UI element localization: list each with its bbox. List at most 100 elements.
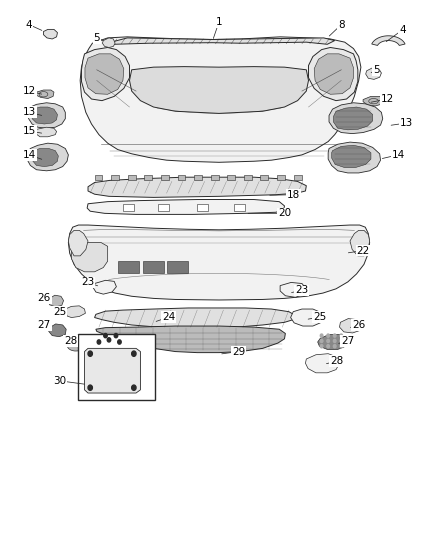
Text: 14: 14 — [392, 150, 405, 160]
Text: 5: 5 — [93, 33, 100, 43]
Polygon shape — [280, 282, 306, 297]
Polygon shape — [293, 175, 301, 180]
Text: 15: 15 — [22, 126, 36, 136]
Polygon shape — [277, 175, 285, 180]
Polygon shape — [333, 107, 373, 130]
Text: 26: 26 — [38, 293, 51, 303]
Polygon shape — [102, 38, 115, 47]
Circle shape — [132, 385, 136, 390]
Circle shape — [340, 340, 343, 343]
Circle shape — [327, 345, 329, 348]
Polygon shape — [36, 90, 54, 99]
Polygon shape — [211, 175, 219, 180]
Circle shape — [333, 340, 336, 343]
Polygon shape — [31, 149, 58, 166]
Bar — [234, 204, 245, 211]
Ellipse shape — [39, 92, 48, 97]
Text: 23: 23 — [295, 286, 309, 295]
Polygon shape — [329, 103, 383, 134]
Polygon shape — [177, 175, 185, 180]
Text: 5: 5 — [373, 65, 379, 75]
Polygon shape — [35, 127, 57, 137]
Text: 29: 29 — [232, 346, 245, 357]
Text: 26: 26 — [352, 320, 365, 330]
Polygon shape — [145, 175, 152, 180]
Bar — [78, 334, 155, 400]
Text: 27: 27 — [38, 320, 51, 330]
Text: 24: 24 — [162, 312, 175, 322]
Polygon shape — [81, 47, 130, 101]
Polygon shape — [95, 175, 102, 180]
Bar — [197, 204, 208, 211]
Polygon shape — [363, 96, 384, 106]
Circle shape — [340, 345, 343, 348]
Polygon shape — [128, 175, 136, 180]
Polygon shape — [161, 175, 169, 180]
Ellipse shape — [67, 340, 85, 351]
Text: 14: 14 — [22, 150, 36, 160]
Polygon shape — [68, 225, 370, 300]
Text: 13: 13 — [22, 107, 36, 117]
Polygon shape — [109, 38, 335, 44]
Polygon shape — [63, 306, 85, 318]
Polygon shape — [85, 54, 124, 94]
Polygon shape — [49, 324, 66, 337]
Circle shape — [132, 351, 136, 357]
Text: 20: 20 — [278, 208, 291, 219]
Bar — [123, 204, 134, 211]
Text: 28: 28 — [330, 356, 343, 366]
Polygon shape — [68, 230, 88, 256]
Polygon shape — [27, 143, 68, 171]
Text: 1: 1 — [215, 17, 223, 27]
Circle shape — [327, 334, 329, 337]
Polygon shape — [93, 280, 117, 294]
Polygon shape — [244, 175, 252, 180]
Text: 13: 13 — [400, 118, 413, 128]
Bar — [118, 261, 139, 273]
Bar — [158, 204, 169, 211]
Polygon shape — [85, 349, 141, 393]
Polygon shape — [372, 36, 405, 45]
Circle shape — [114, 334, 118, 338]
Text: 22: 22 — [357, 246, 370, 255]
Polygon shape — [305, 354, 339, 373]
Polygon shape — [130, 67, 308, 114]
Text: 4: 4 — [26, 20, 32, 30]
Polygon shape — [28, 103, 65, 128]
Polygon shape — [43, 29, 57, 39]
Polygon shape — [48, 295, 64, 307]
Text: 25: 25 — [53, 306, 66, 317]
Circle shape — [88, 385, 92, 390]
Polygon shape — [194, 175, 202, 180]
Polygon shape — [96, 326, 286, 353]
Polygon shape — [95, 308, 295, 328]
Text: 27: 27 — [341, 336, 354, 346]
Circle shape — [107, 338, 111, 342]
Polygon shape — [87, 199, 285, 214]
Text: 12: 12 — [381, 94, 394, 104]
Text: 25: 25 — [313, 312, 326, 322]
Circle shape — [340, 334, 343, 337]
Polygon shape — [366, 68, 381, 79]
Polygon shape — [32, 107, 57, 124]
Text: 30: 30 — [53, 376, 66, 386]
Text: 4: 4 — [399, 25, 406, 35]
Circle shape — [320, 345, 323, 348]
Polygon shape — [308, 47, 358, 101]
Polygon shape — [350, 230, 370, 256]
Polygon shape — [314, 54, 353, 94]
Polygon shape — [71, 243, 108, 272]
Text: 8: 8 — [338, 20, 345, 30]
Circle shape — [320, 340, 323, 343]
Circle shape — [327, 340, 329, 343]
Circle shape — [333, 334, 336, 337]
Circle shape — [97, 340, 101, 344]
Circle shape — [104, 334, 107, 338]
Bar — [143, 261, 163, 273]
Text: 18: 18 — [286, 190, 300, 200]
Text: 28: 28 — [64, 336, 77, 346]
Text: 23: 23 — [81, 278, 95, 287]
Polygon shape — [111, 175, 119, 180]
Polygon shape — [227, 175, 235, 180]
Polygon shape — [318, 335, 346, 350]
